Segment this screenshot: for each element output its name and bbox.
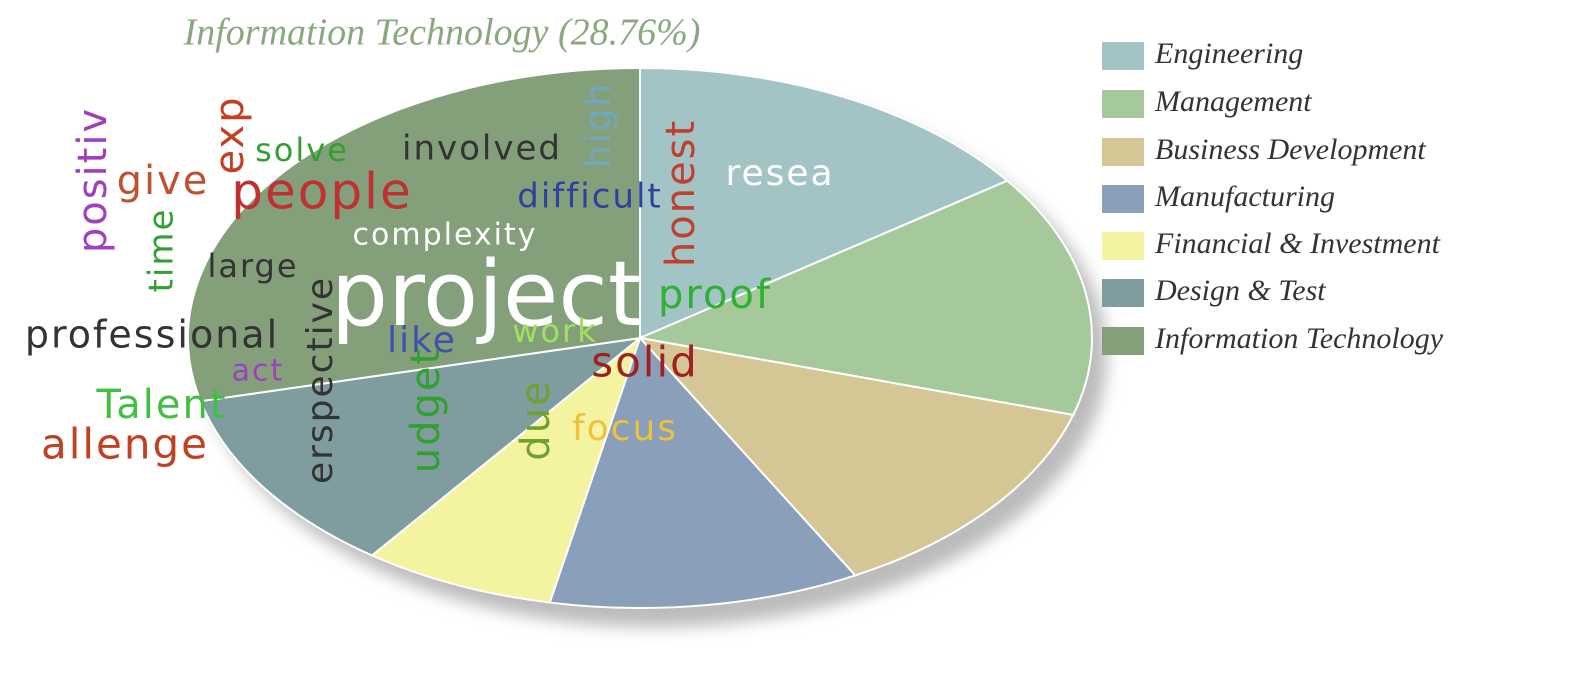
word: Talent [95,382,227,428]
word: difficult [517,177,662,217]
legend-swatch [1102,90,1144,118]
word: allenge [41,420,209,469]
pie-slice [199,336,644,557]
word: like [387,320,457,361]
chart-title: Information Technology (28.76%) [183,12,701,54]
word: project [331,242,643,347]
word: due [513,379,559,460]
word: proof [658,272,772,318]
word: involved [402,129,562,169]
word: udget [403,347,449,473]
pie [187,66,1093,609]
word: erspective [300,276,341,484]
word: solid [591,338,699,387]
legend-label: Design & Test [1154,274,1326,307]
pie-slice [370,335,643,604]
word: people [231,163,412,221]
legend-label: Management [1154,85,1312,118]
legend-label: Engineering [1154,37,1303,70]
legend-swatch [1102,185,1144,213]
legend-label: Information Technology [1154,322,1444,355]
legend: Engineering Management Business Developmen… [1102,37,1444,355]
word: resea [725,153,834,194]
word: professional [25,313,279,357]
legend-label: Business Development [1155,133,1426,166]
pie-slice [636,179,1093,417]
word: honest [658,119,704,267]
legend-label: Financial & Investment [1154,227,1441,260]
pie-slice [187,66,641,403]
word: act [232,354,285,389]
word: focus [572,408,678,449]
pie-slice [637,336,1075,577]
word: high [578,82,619,169]
word: large [207,247,298,285]
word: give [117,158,210,204]
word: work [512,312,597,350]
legend-swatch [1102,327,1144,355]
word: complexity [353,218,538,253]
legend-swatch [1102,279,1144,307]
word: time [142,208,182,293]
word: exp [207,96,253,175]
pie-slice [548,336,858,609]
word: solve [255,131,349,169]
legend-swatch [1102,42,1144,70]
legend-label: Manufacturing [1154,180,1335,213]
legend-swatch [1102,138,1144,166]
word: positiv [70,107,116,253]
legend-swatch [1102,232,1144,260]
pie-slice [639,66,1010,340]
